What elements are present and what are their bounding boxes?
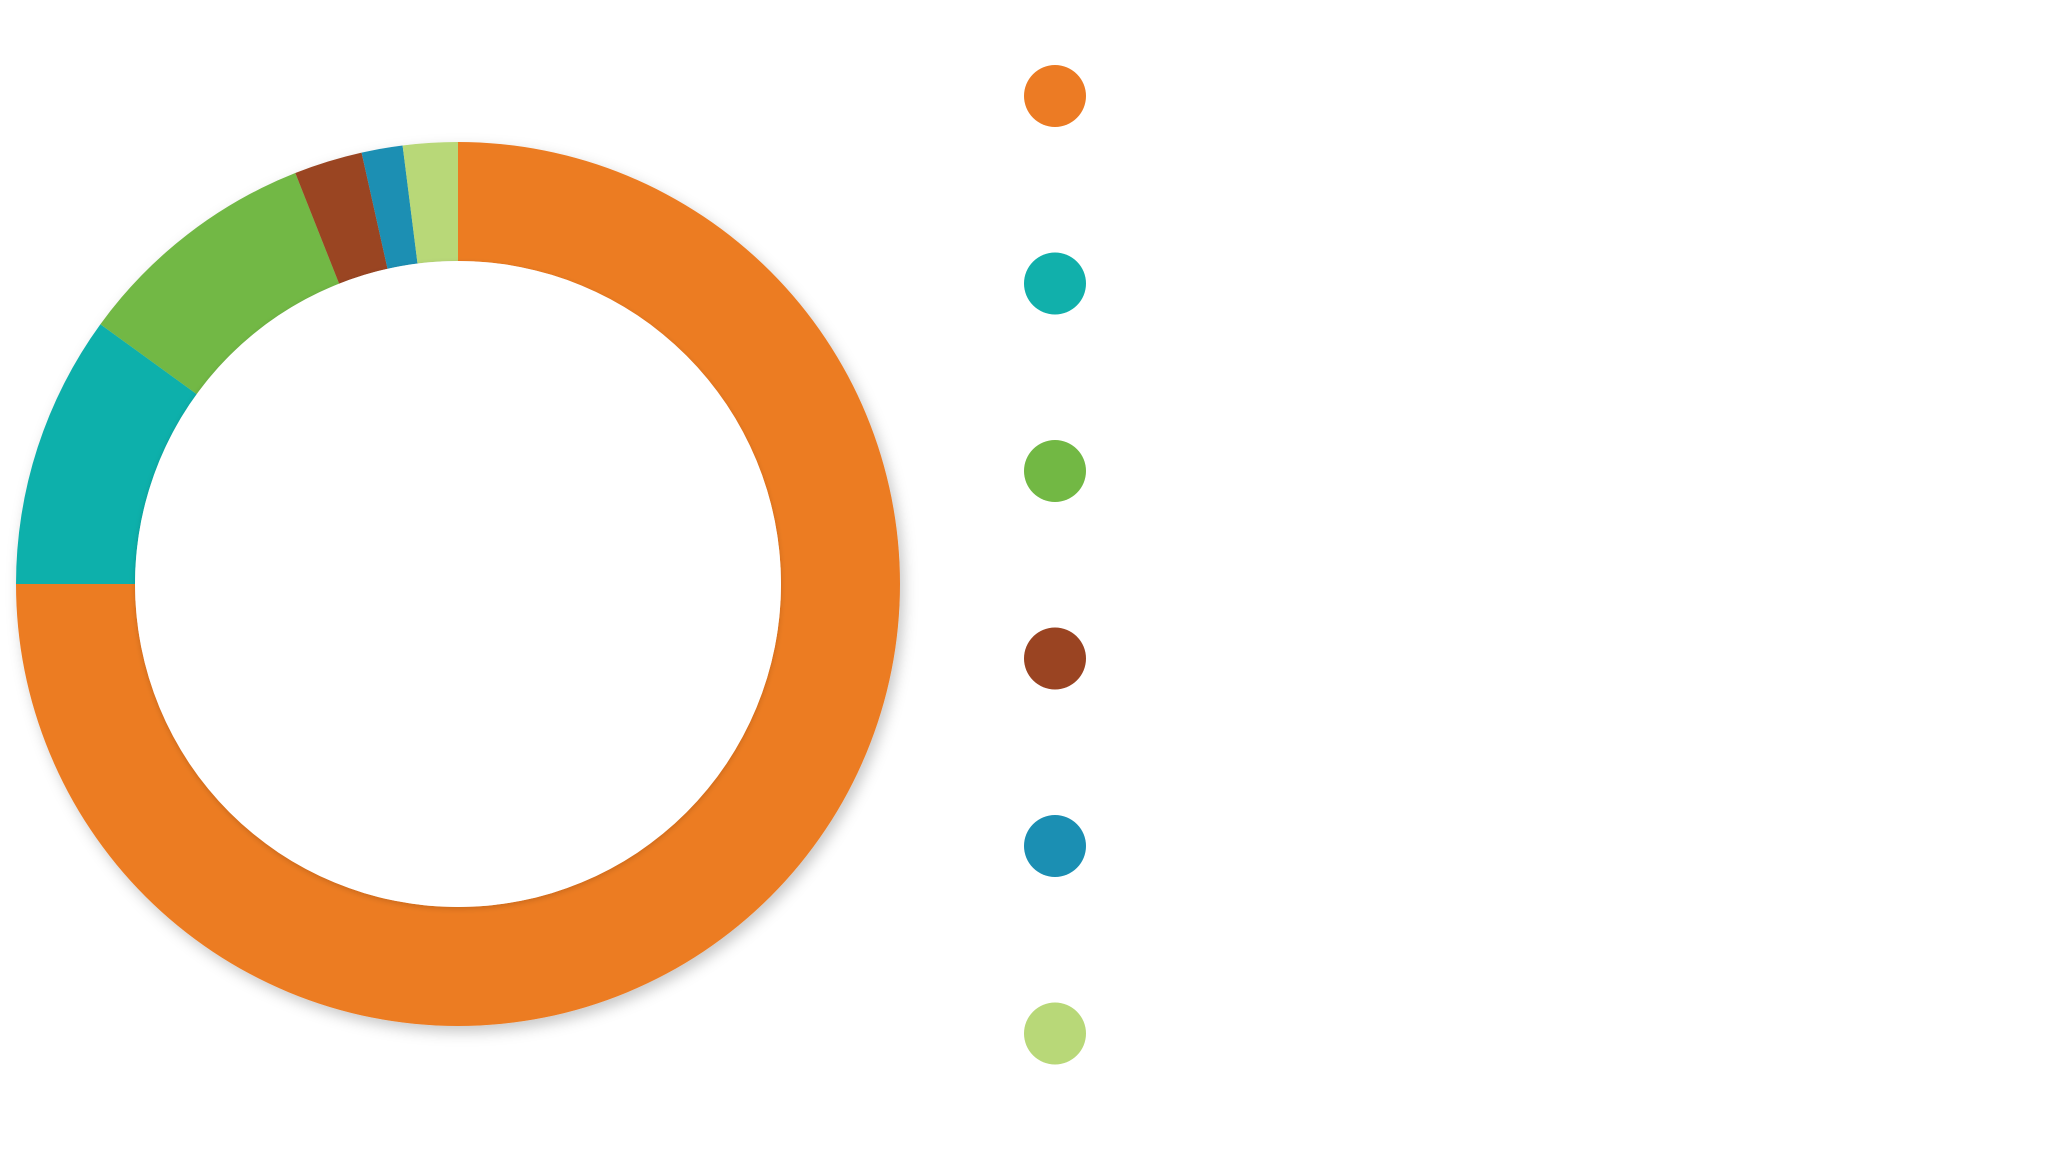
donut-slice-3: [100, 173, 340, 395]
legend-marker-6: [1024, 1002, 1086, 1065]
donut-slice-5: [361, 145, 418, 269]
legend-marker-4: [1024, 627, 1086, 690]
legend: [1024, 65, 1086, 1065]
legend-marker-2: [1024, 252, 1086, 315]
donut-slice-2: [16, 324, 197, 584]
legend-marker-5: [1024, 815, 1086, 877]
legend-marker-3: [1024, 440, 1086, 502]
legend-marker-1: [1024, 65, 1086, 127]
donut-slice-6: [402, 142, 458, 264]
donut-ring: [16, 142, 900, 1026]
donut-hole: [135, 261, 781, 907]
donut-slice-4: [295, 152, 388, 284]
